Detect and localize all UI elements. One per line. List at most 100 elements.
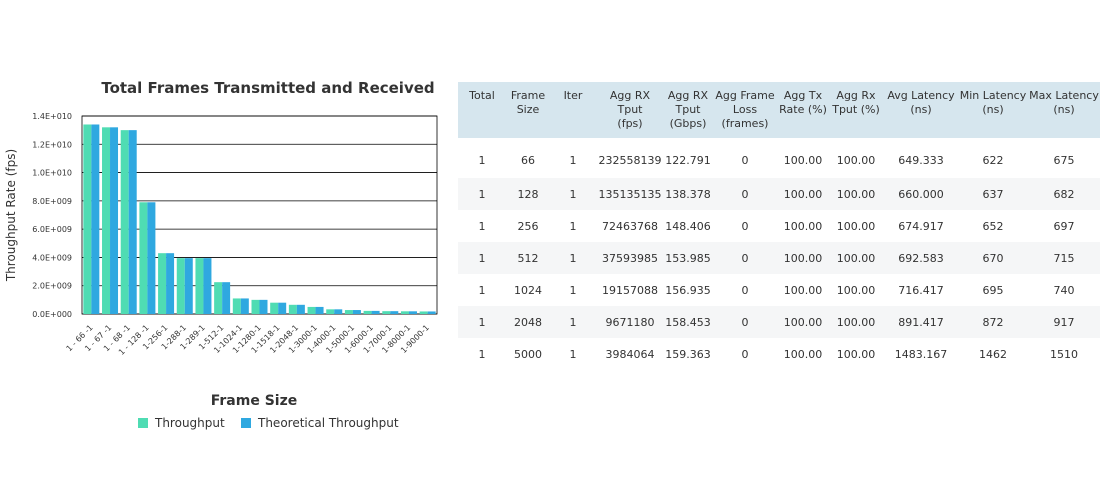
- table-cell: 100.00: [783, 153, 823, 167]
- table-cell: 1: [478, 347, 486, 361]
- chart-title: Total Frames Transmitted and Received: [101, 79, 434, 97]
- table-cell: 1510: [1050, 347, 1078, 361]
- table-cell: 72463768: [602, 219, 658, 233]
- column-header: Agg Frame Loss (frames): [712, 82, 778, 138]
- bar-theoretical: [203, 258, 212, 314]
- y-tick-label: 8.0E+009: [32, 197, 72, 206]
- bar-theoretical: [147, 202, 156, 314]
- column-header-line: Rate (%): [779, 103, 827, 116]
- column-header-line: Size: [516, 103, 540, 116]
- column-header: Avg Latency (ns): [884, 82, 958, 138]
- column-header: Min Latency (ns): [958, 82, 1028, 138]
- table-cell: 675: [1053, 153, 1075, 167]
- x-axis-label: Frame Size: [211, 393, 298, 409]
- table-cell: 1: [458, 242, 506, 274]
- column-header-line: Agg RX: [667, 89, 709, 102]
- table-cell: 1: [478, 283, 486, 297]
- column-header-line: Tput: [617, 103, 643, 116]
- bar-throughput: [176, 258, 185, 314]
- table-cell: 100.00: [836, 153, 876, 167]
- table-cell: 740: [1053, 283, 1075, 297]
- bar-throughput: [400, 311, 409, 314]
- table-cell: 1: [569, 219, 577, 233]
- bar-throughput: [83, 124, 92, 314]
- table-cell: 637: [958, 178, 1028, 210]
- column-header-line: Agg Rx: [836, 89, 876, 102]
- table-row: 1 2048 1 9671180 158.453 0 100.00 100.00 891.417…: [458, 306, 1100, 338]
- bar-throughput: [363, 310, 372, 314]
- bar-theoretical: [259, 299, 268, 314]
- bar-throughput: [270, 302, 279, 314]
- bar-theoretical: [91, 124, 100, 314]
- table-cell: 128: [506, 178, 550, 210]
- table-row: 1 1024 1 19157088 156.935 0 100.00 100.00 716.41…: [458, 274, 1100, 306]
- table-cell: 0: [712, 306, 778, 338]
- table-cell: 0: [712, 178, 778, 210]
- table-cell: 66: [521, 153, 535, 167]
- table-cell: 872: [958, 306, 1028, 338]
- table-cell: 100.00: [828, 178, 884, 210]
- y-tick-label: 1.4E+010: [32, 112, 72, 121]
- bar-throughput: [195, 258, 204, 314]
- column-header: Frame Size: [506, 82, 550, 138]
- bar-theoretical: [128, 130, 137, 314]
- bar-throughput: [102, 127, 111, 314]
- bar-theoretical: [296, 304, 305, 314]
- column-header: Agg RX Tput (fps): [596, 82, 664, 138]
- bar-throughput: [139, 202, 148, 314]
- bar-throughput: [251, 299, 260, 314]
- y-tick-label: 1.0E+010: [32, 169, 72, 178]
- table-cell: 153.985: [664, 242, 712, 274]
- table-cell: 100.00: [778, 306, 828, 338]
- bar-theoretical: [427, 311, 436, 314]
- bar-theoretical: [334, 309, 343, 314]
- table-cell: 5000: [514, 347, 542, 361]
- table-cell: 1: [550, 178, 596, 210]
- y-tick-label: 2.0E+009: [32, 282, 72, 291]
- bar-throughput: [214, 282, 223, 314]
- results-table: Total Frame Size Iter Agg RX Tput (fps) Agg RX T…: [458, 82, 1100, 370]
- legend-label: Throughput: [154, 416, 225, 430]
- column-header: Agg RX Tput (Gbps): [664, 82, 712, 138]
- column-header-line: Avg Latency: [887, 89, 955, 102]
- column-header-line: Agg RX: [609, 89, 651, 102]
- bar-throughput: [120, 130, 129, 314]
- table-cell: 1: [550, 242, 596, 274]
- table-cell: 692.583: [884, 242, 958, 274]
- table-cell: 0: [741, 153, 749, 167]
- bar-theoretical: [390, 311, 399, 314]
- table-cell: 37593985: [596, 242, 664, 274]
- table-cell: 891.417: [884, 306, 958, 338]
- column-header-line: Max Latency: [1029, 89, 1099, 102]
- bar-theoretical: [222, 282, 231, 314]
- table-cell: 0: [741, 219, 749, 233]
- table-cell: 0: [741, 283, 749, 297]
- table-cell: 100.00: [783, 347, 823, 361]
- table-cell: 1: [569, 347, 577, 361]
- column-header-line: (Gbps): [669, 117, 707, 130]
- bar-throughput: [307, 306, 316, 314]
- column-header-line: (fps): [617, 117, 643, 130]
- legend-swatch: [241, 418, 251, 428]
- table-cell: 100.00: [783, 219, 823, 233]
- table-cell: 622: [982, 153, 1004, 167]
- throughput-chart-svg: Total Frames Transmitted and Received 0.0…: [4, 79, 438, 430]
- table-cell: 148.406: [665, 219, 711, 233]
- column-header-line: Tput: [675, 103, 701, 116]
- throughput-chart: Total Frames Transmitted and Received 0.0…: [0, 60, 450, 460]
- column-header: Agg Tx Rate (%): [778, 82, 828, 138]
- table-cell: 0: [741, 347, 749, 361]
- bar-throughput: [326, 309, 335, 314]
- bar-throughput: [288, 304, 297, 314]
- y-tick-label: 6.0E+009: [32, 225, 72, 234]
- column-header-line: (frames): [721, 117, 769, 130]
- table-cell: 660.000: [884, 178, 958, 210]
- bar-throughput: [232, 298, 241, 314]
- bar-theoretical: [240, 298, 249, 314]
- y-tick-label: 0.0E+000: [32, 310, 72, 319]
- table-cell: 1: [478, 219, 486, 233]
- column-header-line: Frame: [510, 89, 546, 102]
- column-header-line: (ns): [982, 103, 1004, 116]
- table-cell: 100.00: [778, 242, 828, 274]
- table-cell: 19157088: [602, 283, 658, 297]
